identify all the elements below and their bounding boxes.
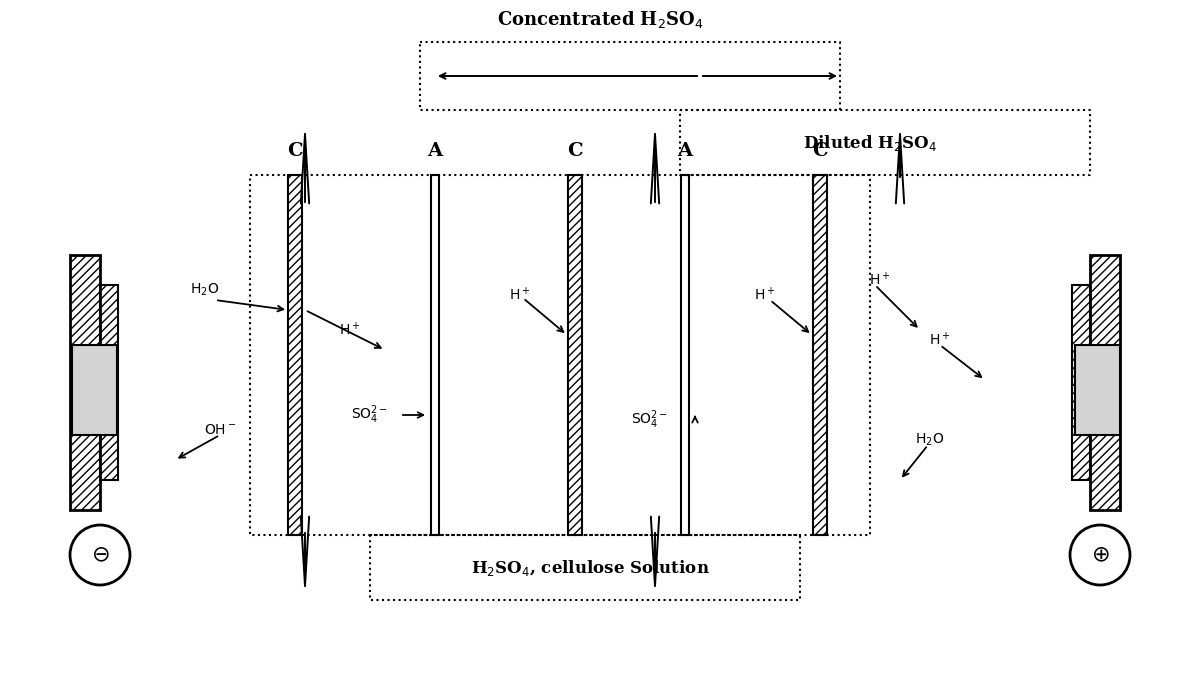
Text: H$_2$SO$_{4}$, cellulose Solution: H$_2$SO$_{4}$, cellulose Solution bbox=[471, 558, 709, 578]
Text: A: A bbox=[678, 142, 692, 160]
Text: H$_2$O: H$_2$O bbox=[190, 282, 220, 298]
Bar bbox=[288, 175, 302, 535]
Bar bbox=[682, 175, 689, 535]
Bar bbox=[569, 175, 582, 535]
Text: Concentrated H$_2$SO$_4$: Concentrated H$_2$SO$_4$ bbox=[496, 9, 703, 30]
Text: $\ominus$: $\ominus$ bbox=[90, 545, 109, 565]
Text: A: A bbox=[428, 142, 442, 160]
Text: C: C bbox=[287, 142, 303, 160]
Text: SO$_4^{2-}$: SO$_4^{2-}$ bbox=[351, 404, 388, 426]
Bar bbox=[72, 345, 117, 435]
Text: H$^+$: H$^+$ bbox=[510, 286, 531, 304]
Text: SO$_4^{2-}$: SO$_4^{2-}$ bbox=[631, 408, 668, 431]
Text: H$_2$O: H$_2$O bbox=[916, 432, 945, 448]
Bar bbox=[813, 175, 827, 535]
Text: H$^+$: H$^+$ bbox=[339, 321, 361, 339]
Text: C: C bbox=[567, 142, 583, 160]
Bar bbox=[100, 285, 118, 480]
Bar bbox=[432, 175, 439, 535]
Bar bbox=[1075, 345, 1120, 435]
Text: $\oplus$: $\oplus$ bbox=[1090, 545, 1109, 565]
Text: H$^+$: H$^+$ bbox=[929, 331, 951, 348]
Text: Diluted H$_2$SO$_4$: Diluted H$_2$SO$_4$ bbox=[803, 133, 938, 153]
Bar bbox=[1090, 255, 1120, 510]
Bar bbox=[70, 255, 100, 510]
Bar bbox=[1072, 285, 1090, 480]
Text: C: C bbox=[813, 142, 828, 160]
Text: OH$^-$: OH$^-$ bbox=[204, 423, 237, 437]
Text: H$^+$: H$^+$ bbox=[754, 286, 775, 304]
Text: H$^+$: H$^+$ bbox=[869, 271, 891, 289]
